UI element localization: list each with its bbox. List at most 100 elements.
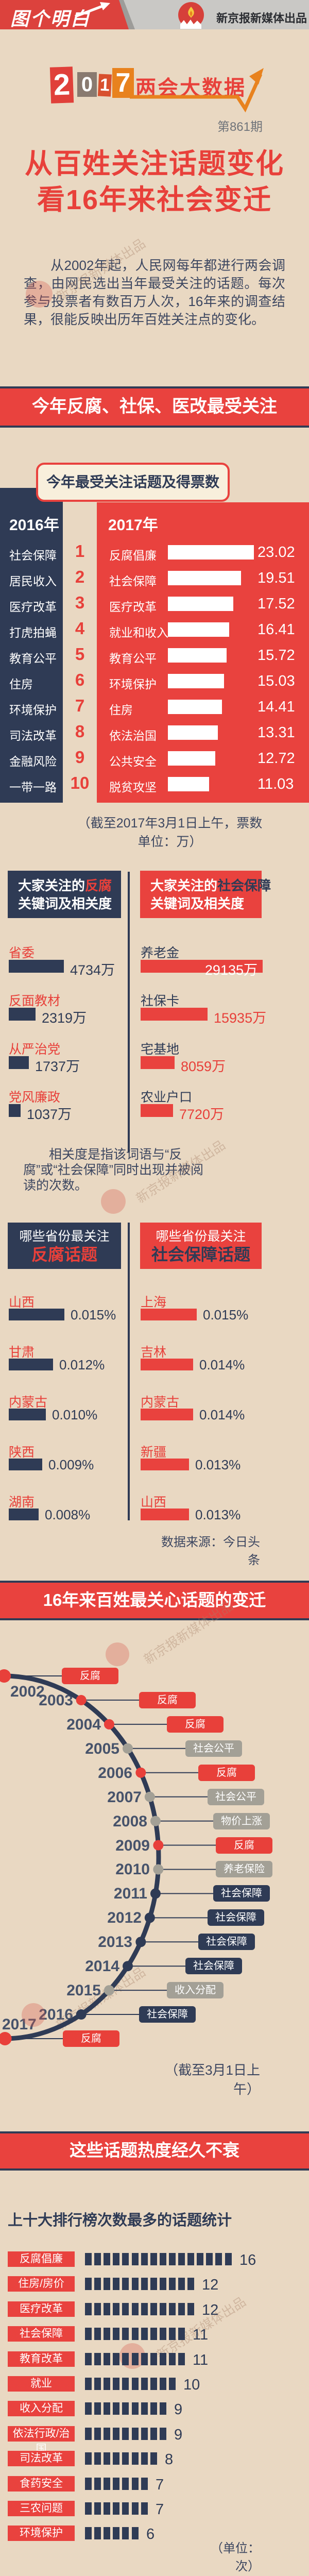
beijing-news-flame-logo xyxy=(178,2,204,29)
waffle-square xyxy=(85,2402,92,2415)
keywords-right-topic: 社会保障 xyxy=(217,878,271,893)
waffle-square xyxy=(113,2278,119,2290)
province-label: 山西 xyxy=(141,1495,167,1510)
waffle-square xyxy=(122,2402,129,2415)
waffle-square xyxy=(206,2253,213,2265)
waffle-square xyxy=(122,2303,129,2315)
page-title-line2: 看16年来社会变迁 xyxy=(37,184,272,215)
issue-number: 第861期 xyxy=(217,120,263,134)
waffle-topic-label: 教育改革 xyxy=(8,2351,75,2367)
arc-year-label: 2012 xyxy=(107,1909,142,1926)
chart1-topic-label: 环境保护 xyxy=(109,677,157,691)
chart1-bar xyxy=(168,751,215,766)
chart1-2016-item: 居民收入 xyxy=(9,574,57,588)
waffle-square xyxy=(104,2452,110,2465)
chart1-topic-label: 社会保障 xyxy=(109,574,157,588)
waffle-square xyxy=(113,2303,119,2315)
waffle-square xyxy=(94,2303,101,2315)
waffle-square xyxy=(132,2502,139,2515)
province-value: 0.014% xyxy=(199,1407,245,1422)
waffle-square xyxy=(113,2378,119,2390)
arc-year-label: 2015 xyxy=(66,1982,101,1999)
chart1-topic-label: 反腐倡廉 xyxy=(109,549,157,562)
waffle-square xyxy=(113,2452,119,2465)
arc-topic-box: 物价上涨 xyxy=(213,1813,270,1829)
province-value: 0.010% xyxy=(52,1407,98,1422)
keywords-divider xyxy=(128,872,130,1153)
province-bar xyxy=(141,1409,193,1420)
waffle-square xyxy=(132,2378,139,2390)
waffle-square xyxy=(141,2303,148,2315)
chart1-2016-item: 社会保障 xyxy=(9,549,57,562)
waffle-square xyxy=(113,2527,119,2539)
waffle-square xyxy=(197,2253,203,2265)
arc-topic-box: 反腐 xyxy=(198,1765,255,1781)
watermark-flame-logo xyxy=(26,281,53,308)
keywords-fanfu-header-box: 大家关注的反腐 关键词及相关度 xyxy=(8,871,121,918)
watermark-flame-logo xyxy=(101,1189,126,1214)
top-header-band: 图个明白 新京报新媒体出品 xyxy=(0,0,309,29)
waffle-square xyxy=(132,2303,139,2315)
waffle-square xyxy=(150,2328,157,2340)
waffle-count: 12 xyxy=(202,2302,219,2318)
keyword-label: 养老金 xyxy=(141,946,180,960)
province-bar xyxy=(9,1459,42,1470)
chart1-value: 15.03 xyxy=(258,673,295,689)
arc-topic-box: 社会公平 xyxy=(185,1740,242,1757)
waffle-square xyxy=(178,2278,185,2290)
logo-digit-tile-2: 2 xyxy=(49,66,74,104)
waffle-topic-label: 三农问题 xyxy=(8,2501,75,2516)
waffle-square xyxy=(104,2253,110,2265)
waffle-square xyxy=(215,2253,222,2265)
waffle-square xyxy=(113,2402,119,2415)
keyword-value: 1737万 xyxy=(35,1059,80,1074)
chart1-rank: 3 xyxy=(75,593,85,612)
waffle-square xyxy=(104,2402,110,2415)
arc-topic-box: 社会保障 xyxy=(198,1934,255,1950)
province-value: 0.015% xyxy=(71,1307,116,1323)
waffle-square xyxy=(104,2428,110,2440)
waffle-square xyxy=(132,2328,139,2340)
waffle-square xyxy=(122,2353,129,2365)
waffle-topic-label: 食药安全 xyxy=(8,2476,75,2492)
waffle-square xyxy=(104,2328,110,2340)
chart1-bar xyxy=(168,545,254,560)
keywords-left-prefix: 大家关注的 xyxy=(18,878,85,893)
waffle-square xyxy=(141,2452,148,2465)
keyword-bar xyxy=(9,1008,36,1021)
waffle-topic-label: 医疗改革 xyxy=(8,2301,75,2317)
provinces-right-line1: 哪些省份最关注 xyxy=(156,1229,246,1244)
arc-year-label: 2011 xyxy=(113,1885,147,1902)
waffle-topic-label: 反腐倡廉 xyxy=(8,2251,75,2267)
waffle-square xyxy=(94,2527,101,2539)
waffle-square xyxy=(132,2402,139,2415)
chart1-topic-label: 依法治国 xyxy=(109,729,157,742)
waffle-square xyxy=(141,2328,148,2340)
waffle-unit-note: （单位：次） xyxy=(211,2541,260,2573)
arc-topic-box: 社会保障 xyxy=(208,1909,264,1926)
waffle-square xyxy=(132,2353,139,2365)
waffle-count: 7 xyxy=(156,2501,164,2518)
chart1-value: 19.51 xyxy=(258,570,295,586)
provinces-left-line1: 哪些省份最关注 xyxy=(19,1229,110,1244)
waffle-square xyxy=(122,2253,129,2265)
waffle-square xyxy=(122,2452,129,2465)
keywords-right-line2: 关键词及相关度 xyxy=(150,896,245,911)
keyword-label: 党风廉政 xyxy=(9,1090,61,1105)
arc-topic-box: 收入分配 xyxy=(167,1982,224,1998)
chart1-bar xyxy=(168,674,224,688)
keywords-right-prefix: 大家关注的 xyxy=(150,878,218,893)
waffle-square xyxy=(113,2428,119,2440)
waffle-square xyxy=(169,2253,176,2265)
provinces-right-line2: 社会保障话题 xyxy=(151,1245,250,1264)
provinces-shebao-header-box: 哪些省份最关注 社会保障话题 xyxy=(140,1223,262,1269)
chart1-2016-header: 2016年 xyxy=(9,517,59,534)
province-bar xyxy=(9,1409,46,1420)
waffle-square xyxy=(94,2253,101,2265)
chart1-2016-item: 住房 xyxy=(9,677,33,691)
province-label: 湖南 xyxy=(9,1495,35,1510)
arc-topic-box: 反腐 xyxy=(216,1837,272,1854)
waffle-square xyxy=(187,2278,194,2290)
waffle-square xyxy=(104,2502,110,2515)
watermark-flame-logo xyxy=(106,1642,129,1666)
